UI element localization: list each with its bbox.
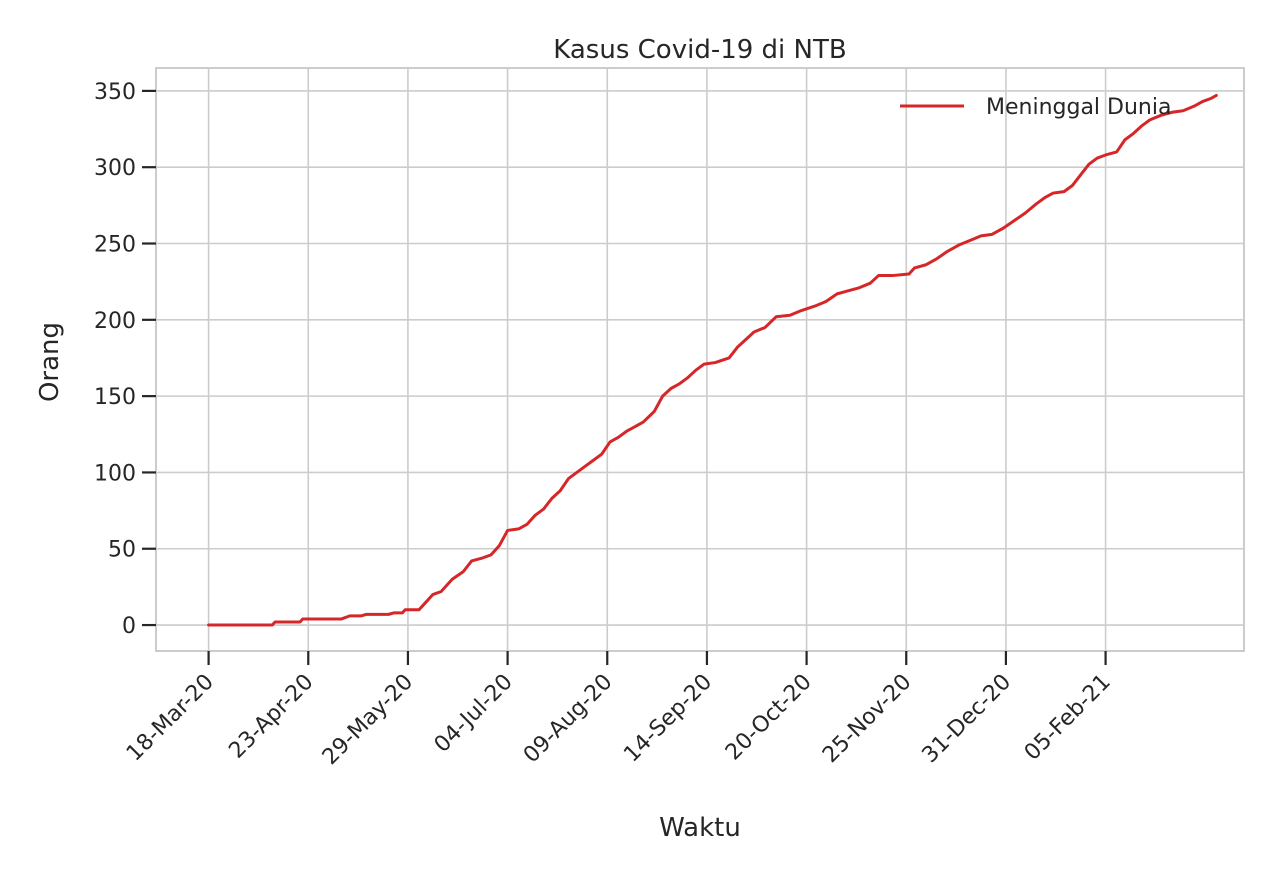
y-tick-label: 250 [94,233,136,258]
plot-frame [155,67,1245,652]
series-line-0 [207,93,1218,627]
grid [156,68,1244,651]
y-tick-label: 300 [94,156,136,181]
x-tick-label: 20-Oct-20 [721,670,817,766]
x-tick-label: 09-Aug-20 [519,670,618,769]
y-axis-label: Orang [35,322,65,402]
y-tick-label: 150 [94,385,136,410]
x-axis-label: Waktu [659,813,741,843]
x-tick-label: 05-Feb-21 [1020,670,1116,766]
x-tick-label: 04-Jul-20 [430,670,518,758]
x-tick-label: 23-Apr-20 [224,670,318,764]
y-tick-label: 50 [108,538,136,563]
legend: Meninggal Dunia [900,95,1171,120]
x-tick-label: 18-Mar-20 [122,670,219,767]
chart-title: Kasus Covid-19 di NTB [553,35,846,65]
legend-label: Meninggal Dunia [986,95,1171,120]
y-tick-label: 200 [94,309,136,334]
x-tick-label: 25-Nov-20 [818,670,916,768]
x-tick-label: 31-Dec-20 [918,670,1017,769]
series-layer [207,93,1218,627]
y-tick-label: 0 [122,614,136,639]
y-tick-label: 100 [94,461,136,486]
x-tick-label: 29-May-20 [318,670,418,770]
x-tick-label: 14-Sep-20 [619,670,717,768]
y-tick-label: 350 [94,80,136,105]
